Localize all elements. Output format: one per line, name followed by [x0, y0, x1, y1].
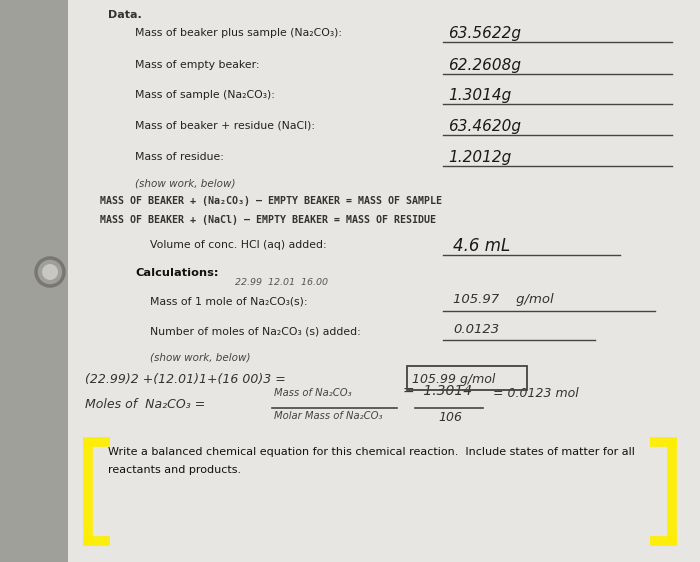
- Text: MASS OF BEAKER + (Na₂CO₃) – EMPTY BEAKER = MASS OF SAMPLE: MASS OF BEAKER + (Na₂CO₃) – EMPTY BEAKER…: [100, 196, 442, 206]
- Text: Mass of 1 mole of Na₂CO₃(s):: Mass of 1 mole of Na₂CO₃(s):: [150, 296, 307, 306]
- Text: Moles of  Na₂CO₃ =: Moles of Na₂CO₃ =: [85, 398, 205, 411]
- Text: Mass of empty beaker:: Mass of empty beaker:: [135, 60, 260, 70]
- Text: 63.5622g: 63.5622g: [448, 26, 521, 41]
- Text: (22.99)2 +(12.01)1+(16 00)3 =: (22.99)2 +(12.01)1+(16 00)3 =: [85, 373, 286, 386]
- Text: reactants and products.: reactants and products.: [108, 465, 241, 475]
- Text: 105.97    g/mol: 105.97 g/mol: [453, 293, 554, 306]
- Text: 1.2012g: 1.2012g: [448, 150, 511, 165]
- Circle shape: [42, 264, 58, 280]
- Text: 22.99  12.01  16.00: 22.99 12.01 16.00: [235, 278, 328, 287]
- Text: 62.2608g: 62.2608g: [448, 58, 521, 73]
- Text: MASS OF BEAKER + (NaCl) – EMPTY BEAKER = MASS OF RESIDUE: MASS OF BEAKER + (NaCl) – EMPTY BEAKER =…: [100, 215, 436, 225]
- Text: =  1.3014: = 1.3014: [403, 384, 472, 398]
- Text: Mass of beaker plus sample (Na₂CO₃):: Mass of beaker plus sample (Na₂CO₃):: [135, 28, 342, 38]
- Text: 105.99 g/mol: 105.99 g/mol: [412, 373, 496, 386]
- Text: Mass of Na₂CO₃: Mass of Na₂CO₃: [274, 388, 351, 398]
- Text: 0.0123: 0.0123: [453, 323, 499, 336]
- Text: Mass of beaker + residue (NaCl):: Mass of beaker + residue (NaCl):: [135, 121, 315, 131]
- Text: 1.3014g: 1.3014g: [448, 88, 511, 103]
- Text: Number of moles of Na₂CO₃ (s) added:: Number of moles of Na₂CO₃ (s) added:: [150, 326, 360, 336]
- Text: Write a balanced chemical equation for this chemical reaction.  Include states o: Write a balanced chemical equation for t…: [108, 447, 635, 457]
- Text: 63.4620g: 63.4620g: [448, 119, 521, 134]
- Text: Calculations:: Calculations:: [135, 268, 218, 278]
- Text: (show work, below): (show work, below): [150, 353, 251, 363]
- Text: 106: 106: [438, 411, 462, 424]
- Text: 4.6 mL: 4.6 mL: [453, 237, 510, 255]
- Text: Mass of sample (Na₂CO₃):: Mass of sample (Na₂CO₃):: [135, 90, 275, 100]
- FancyBboxPatch shape: [100, 445, 660, 538]
- Bar: [0, 0, 68, 562]
- FancyBboxPatch shape: [68, 0, 700, 562]
- Text: Volume of conc. HCl (aq) added:: Volume of conc. HCl (aq) added:: [150, 240, 327, 250]
- Text: Data.: Data.: [108, 10, 141, 20]
- Text: Mass of residue:: Mass of residue:: [135, 152, 224, 162]
- Text: (show work, below): (show work, below): [135, 178, 235, 188]
- Text: = 0.0123 mol: = 0.0123 mol: [493, 387, 579, 400]
- Text: Molar Mass of Na₂CO₃: Molar Mass of Na₂CO₃: [274, 411, 382, 421]
